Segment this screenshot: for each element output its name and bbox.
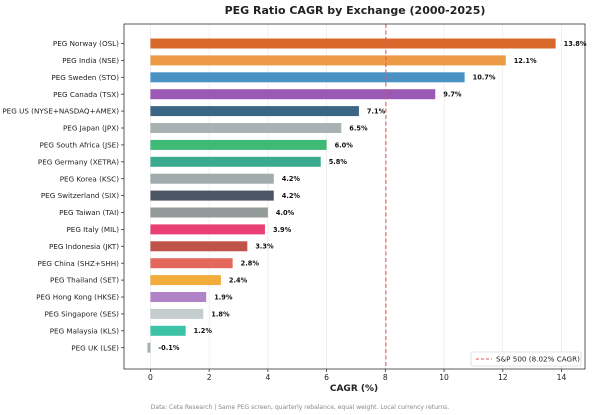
category-label: PEG Japan (JPX): [63, 124, 119, 133]
category-label: PEG Taiwan (TAI): [59, 208, 119, 217]
category-label: PEG Hong Kong (HKSE): [36, 293, 119, 302]
footer-note: Data: Ceta Research | Same PEG screen, q…: [151, 404, 450, 411]
value-label: 5.8%: [329, 158, 348, 166]
category-label: PEG Thailand (SET): [50, 276, 119, 285]
category-label: PEG Norway (OSL): [53, 39, 119, 48]
value-label: 7.1%: [367, 108, 386, 116]
value-label: 1.2%: [194, 327, 213, 335]
bar: [150, 72, 465, 83]
legend-reference-label: S&P 500 (8.02% CAGR): [496, 355, 580, 364]
bar: [150, 292, 207, 302]
x-tick-label: 2: [207, 373, 212, 382]
value-label: 4.2%: [282, 175, 301, 183]
bar: [150, 123, 342, 133]
bar: [150, 89, 436, 100]
value-label: 1.8%: [211, 310, 230, 318]
value-label: 2.4%: [229, 277, 248, 285]
plot-frame: [123, 23, 586, 370]
category-label: PEG UK (LSE): [71, 343, 119, 352]
bar: [150, 207, 268, 218]
bar: [150, 308, 204, 319]
x-tick-label: 12: [498, 373, 508, 382]
value-label: -0.1%: [158, 344, 179, 352]
legend-box: [470, 351, 582, 367]
value-labels: 13.8% 12.1% 10.7% 9.7% 7.1% 6.5% 6.0% 5.8% 4.2% 4…: [158, 40, 586, 352]
value-label: 3.9%: [273, 226, 292, 234]
value-label: 6.0%: [335, 141, 354, 149]
bar: [150, 106, 359, 117]
bar: [150, 258, 233, 269]
bar: [150, 173, 274, 184]
value-label: 3.3%: [255, 243, 274, 251]
chart-title: PEG Ratio CAGR by Exchange (2000-2025): [225, 4, 486, 17]
category-label: PEG South Africa (JSE): [39, 141, 119, 150]
bar: [150, 139, 327, 150]
x-tick-label: 14: [557, 373, 567, 382]
value-label: 10.7%: [473, 74, 496, 82]
bar: [150, 55, 506, 66]
value-label: 1.9%: [214, 293, 233, 301]
value-label: 13.8%: [564, 40, 587, 48]
category-label: PEG Switzerland (SIX): [41, 191, 119, 200]
category-label: PEG Singapore (SES): [44, 310, 119, 319]
category-label: PEG Germany (XETRA): [38, 157, 119, 166]
legend: S&P 500 (8.02% CAGR): [470, 351, 582, 367]
bars: [147, 38, 556, 353]
category-label: PEG China (SHZ+SHH): [38, 259, 120, 268]
value-label: 4.0%: [276, 209, 295, 217]
value-label: 2.8%: [241, 260, 260, 268]
x-tick-label: 6: [324, 373, 329, 382]
category-label: PEG Malaysia (KLS): [50, 326, 120, 335]
bar: [150, 241, 248, 252]
x-axis-title: CAGR (%): [330, 384, 378, 394]
x-tick-label: 0: [148, 373, 153, 382]
category-label: PEG Indonesia (JKT): [49, 242, 119, 251]
category-label: PEG India (NSE): [62, 56, 119, 65]
bar: [150, 325, 186, 336]
bar: [150, 190, 274, 201]
category-label: PEG Sweden (STO): [51, 73, 119, 82]
category-label: PEG US (NYSE+NASDAQ+AMEX): [2, 107, 119, 116]
category-label: PEG Canada (TSX): [53, 90, 119, 99]
bar: [150, 38, 556, 49]
bar: [150, 275, 221, 286]
value-label: 6.5%: [349, 124, 368, 132]
x-tick-label: 10: [439, 373, 449, 382]
bar: [147, 342, 151, 353]
category-label: PEG Korea (KSC): [60, 174, 119, 183]
bar: [150, 156, 321, 167]
category-label: PEG Italy (MIL): [66, 225, 119, 234]
x-tick-label: 4: [265, 373, 270, 382]
value-label: 12.1%: [514, 57, 537, 65]
value-label: 9.7%: [443, 91, 462, 99]
bar: [150, 224, 265, 235]
x-axis-ticks: 0 2 4 6 8 10 12 14: [148, 369, 567, 382]
value-label: 4.2%: [282, 192, 301, 200]
category-labels: PEG Norway (OSL) PEG India (NSE) PEG Swede…: [2, 39, 124, 352]
x-tick-label: 8: [383, 373, 388, 382]
